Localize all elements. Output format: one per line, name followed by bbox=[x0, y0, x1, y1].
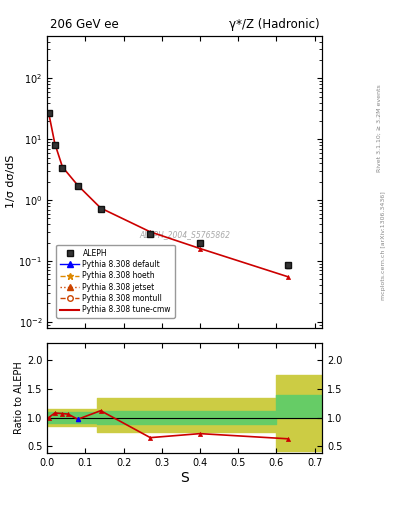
Text: ALEPH_2004_S5765862: ALEPH_2004_S5765862 bbox=[139, 230, 230, 239]
Text: mcplots.cern.ch [arXiv:1306.3436]: mcplots.cern.ch [arXiv:1306.3436] bbox=[381, 191, 386, 300]
X-axis label: S: S bbox=[180, 471, 189, 485]
Legend: ALEPH, Pythia 8.308 default, Pythia 8.308 hoeth, Pythia 8.308 jetset, Pythia 8.3: ALEPH, Pythia 8.308 default, Pythia 8.30… bbox=[57, 245, 175, 318]
Text: 206 GeV ee: 206 GeV ee bbox=[50, 18, 119, 31]
Y-axis label: 1/σ dσ/dS: 1/σ dσ/dS bbox=[6, 155, 16, 208]
Y-axis label: Ratio to ALEPH: Ratio to ALEPH bbox=[14, 361, 24, 435]
Text: γ*/Z (Hadronic): γ*/Z (Hadronic) bbox=[229, 18, 320, 31]
Text: Rivet 3.1.10; ≥ 3.2M events: Rivet 3.1.10; ≥ 3.2M events bbox=[377, 84, 382, 172]
